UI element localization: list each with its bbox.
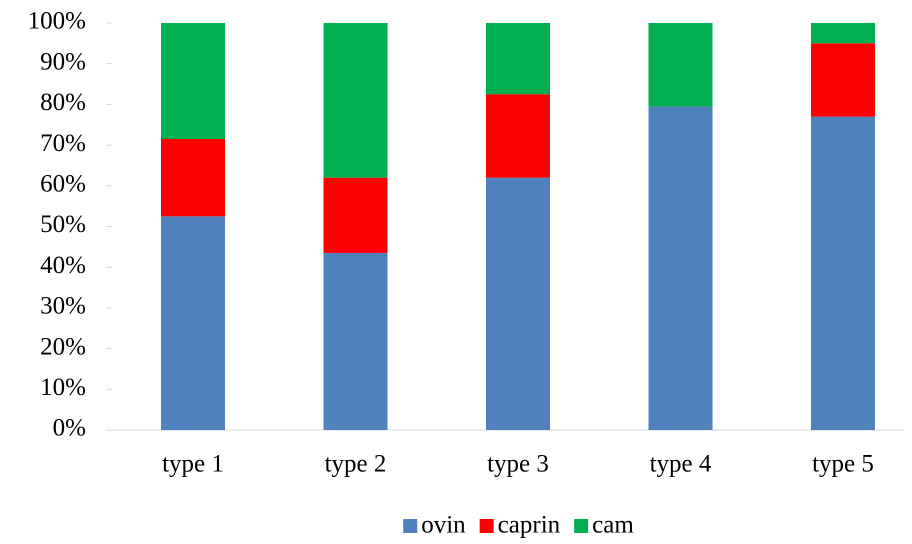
bar-segment <box>648 23 713 107</box>
x-tick-label: type 1 <box>162 451 224 478</box>
bar-segment <box>486 23 550 95</box>
y-tick-label: 90% <box>40 48 86 75</box>
bar-segment <box>648 106 713 430</box>
bar-segment <box>161 23 225 139</box>
y-tick-label: 20% <box>40 333 86 360</box>
legend-swatch <box>479 519 494 533</box>
x-tick-label: type 3 <box>487 451 549 478</box>
x-tick-label: type 5 <box>812 451 874 478</box>
y-tick-label: 30% <box>40 293 86 320</box>
y-tick-label: 50% <box>40 211 86 238</box>
x-tick-label: type 2 <box>325 451 387 478</box>
legend-label: cam <box>592 512 634 539</box>
bar-segment <box>323 252 388 430</box>
bar-segment <box>486 177 550 430</box>
y-tick-label: 100% <box>28 8 86 35</box>
bar-segment <box>161 138 225 217</box>
bar-segment <box>323 23 388 178</box>
y-tick-label: 80% <box>40 89 86 116</box>
bar-segment <box>811 23 875 44</box>
bar-segment <box>323 177 388 253</box>
y-tick-label: 0% <box>53 415 86 442</box>
y-tick-label: 40% <box>40 252 86 279</box>
y-tick-label: 60% <box>40 171 86 198</box>
legend-label: caprin <box>498 512 561 539</box>
legend: ovin caprin cam <box>403 512 634 539</box>
bar-segment <box>811 116 875 431</box>
bar-segment <box>161 216 225 430</box>
bar-segment <box>486 94 550 178</box>
x-tick-label: type 4 <box>650 451 712 478</box>
legend-label: ovin <box>421 512 466 539</box>
legend-swatch <box>403 519 418 533</box>
bar-segment <box>811 43 875 117</box>
legend-swatch <box>574 519 589 533</box>
y-tick-label: 10% <box>40 374 86 401</box>
y-tick-label: 70% <box>40 130 86 157</box>
